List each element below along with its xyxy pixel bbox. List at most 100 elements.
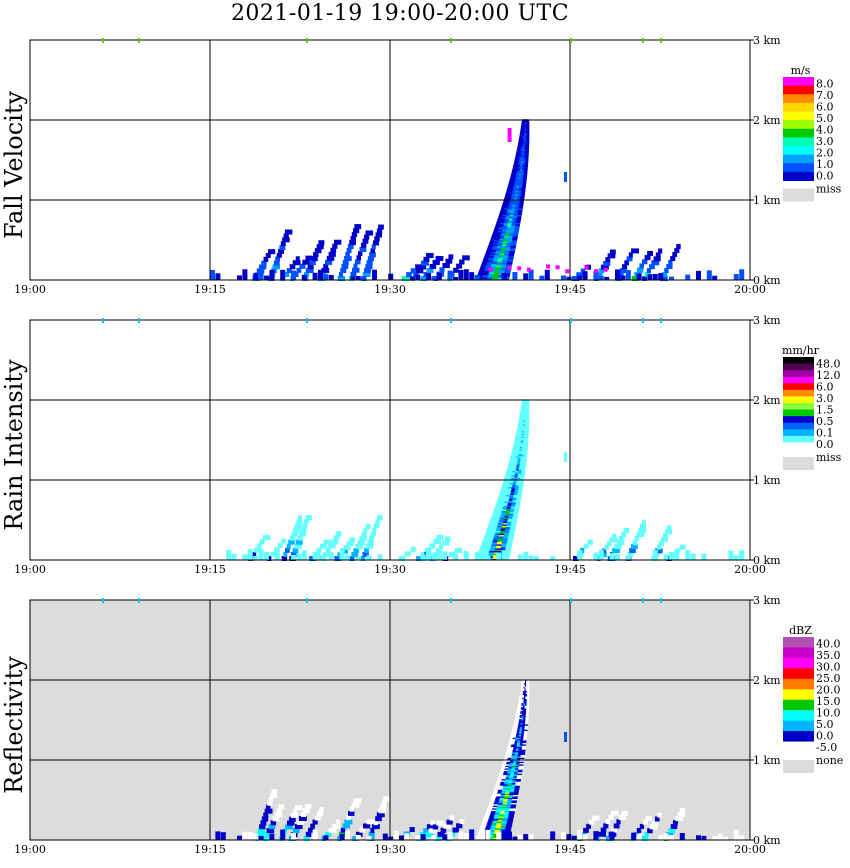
echo-cell — [353, 263, 358, 269]
echo-cell — [521, 704, 524, 708]
echo-cell — [504, 268, 511, 272]
echo-cell — [520, 690, 523, 693]
echo-cell — [500, 267, 507, 270]
echo-cell — [511, 799, 518, 802]
colorbar-swatch — [783, 668, 814, 680]
echo-cell — [652, 820, 659, 826]
echo-cell — [506, 543, 513, 546]
echo-cell — [487, 820, 494, 824]
echo-cell — [487, 806, 494, 809]
height-tick-label: 3 km — [753, 34, 781, 47]
echo-cell — [519, 426, 522, 429]
echo-cell — [258, 270, 264, 280]
echo-cell — [469, 829, 475, 840]
echo-cell — [521, 718, 525, 721]
colorbar-label: 4.0 — [816, 124, 834, 137]
echo-cell — [513, 747, 517, 750]
echo-cell — [462, 255, 470, 261]
echo-cell — [323, 551, 329, 557]
echo-cell — [376, 228, 383, 234]
echo-cell — [503, 222, 509, 225]
echo-cell — [522, 166, 526, 169]
echo-cell — [516, 479, 521, 482]
echo-cell — [527, 399, 530, 402]
echo-cell — [502, 202, 508, 205]
echo-cell — [495, 223, 501, 226]
echo-cell — [491, 515, 497, 518]
echo-cell — [507, 768, 513, 772]
echo-cell — [517, 728, 521, 732]
echo-cell — [264, 808, 273, 814]
echo-cell — [493, 522, 500, 525]
echo-cell — [515, 444, 519, 448]
echo-cell — [493, 818, 499, 821]
echo-cell — [346, 815, 352, 821]
echo-cell — [519, 482, 524, 485]
echo-cell — [431, 553, 437, 560]
echo-cell — [484, 548, 491, 552]
echo-cell — [522, 404, 525, 408]
echo-cell — [353, 548, 360, 554]
echo-cell — [499, 491, 505, 494]
echo-cell — [525, 694, 528, 697]
echo-cell — [512, 468, 517, 472]
echo-cell — [506, 260, 513, 264]
echo-cell — [516, 174, 520, 177]
echo-cell — [522, 682, 525, 685]
echo-cell — [300, 527, 307, 533]
echo-cell — [524, 448, 528, 452]
echo-cell — [499, 268, 506, 272]
echo-cell — [483, 258, 490, 261]
echo-cell — [490, 238, 497, 241]
echo-cell — [332, 243, 338, 249]
echo-cell — [516, 452, 520, 456]
echo-cell — [361, 275, 367, 280]
echo-cell — [433, 538, 441, 544]
echo-cell — [526, 144, 530, 148]
echo-cell — [516, 428, 520, 432]
echo-cell — [495, 235, 502, 238]
echo-cell — [523, 123, 526, 126]
echo-cell — [513, 746, 518, 749]
echo-cell — [521, 142, 525, 145]
echo-cell — [340, 827, 346, 833]
echo-cell — [426, 267, 434, 273]
echo-cell — [506, 750, 511, 753]
echo-cell — [523, 122, 526, 125]
echo-cell — [524, 423, 528, 426]
echo-cell — [501, 499, 506, 502]
echo-cell — [522, 442, 526, 445]
echo-cell — [516, 732, 520, 736]
echo-cell — [497, 219, 503, 222]
echo-cell — [519, 479, 524, 482]
echo-cell — [499, 503, 505, 506]
echo-cell — [523, 159, 527, 162]
echo-cell — [512, 202, 518, 205]
echo-cell — [524, 120, 528, 124]
echo-cell — [512, 836, 518, 840]
echo-cell — [503, 784, 509, 788]
echo-cell — [525, 431, 529, 434]
echo-cell — [522, 696, 525, 700]
echo-cell — [506, 803, 512, 806]
echo-cell — [292, 809, 298, 815]
echo-cell — [520, 443, 524, 446]
echo-cell — [494, 800, 500, 804]
echo-cell — [513, 232, 519, 236]
x-tick-label: 19:30 — [374, 563, 406, 576]
echo-cell — [580, 547, 585, 553]
echo-cell — [480, 544, 487, 548]
echo-cell — [376, 812, 385, 818]
echo-cell — [509, 510, 515, 513]
echo-cell — [515, 486, 520, 489]
echo-cell — [506, 508, 512, 512]
echo-cell — [521, 186, 526, 189]
echo-cell — [496, 807, 502, 810]
echo-cell — [512, 170, 516, 173]
echo-cell — [499, 783, 505, 786]
echo-cell — [515, 178, 519, 181]
echo-cell — [508, 236, 514, 240]
echo-cell — [507, 819, 513, 822]
echo-cell — [492, 260, 499, 264]
echo-cell — [258, 549, 264, 560]
